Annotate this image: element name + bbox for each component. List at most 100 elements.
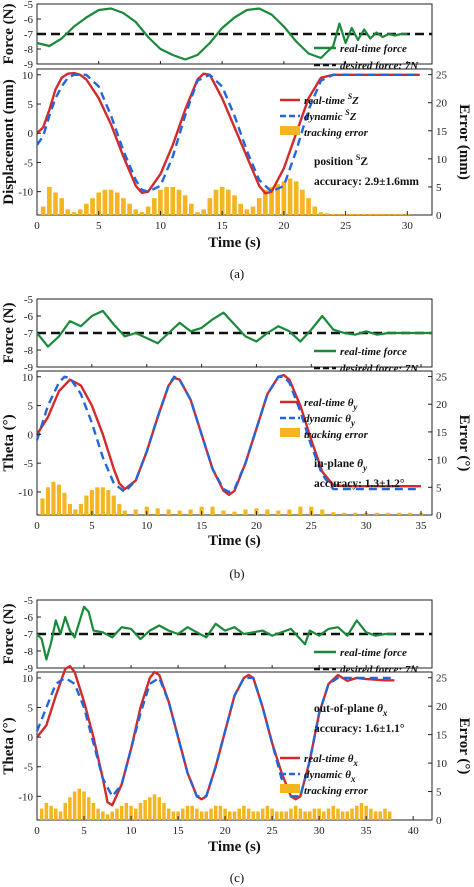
disp-ytick-label: 0 <box>28 732 34 744</box>
error-bar <box>322 811 326 820</box>
error-bar <box>263 189 268 215</box>
error-bar <box>270 808 274 820</box>
annotation-accuracy: accuracy: 1.6±1.1° <box>314 723 405 735</box>
disp-ytick-right-label: 0 <box>436 210 442 222</box>
annotation-title: position SZ <box>314 153 368 168</box>
error-bar <box>398 213 404 215</box>
legend-force-label: real-time force <box>340 647 407 659</box>
error-bar <box>336 808 340 820</box>
error-bar <box>117 503 122 515</box>
disp-xtick-label: 30 <box>314 825 326 837</box>
error-bar <box>364 805 368 820</box>
error-bar <box>67 503 72 515</box>
force-ytick-label: -6 <box>24 311 34 323</box>
disp-xtick-label: 0 <box>34 825 40 837</box>
error-bar <box>228 811 232 820</box>
error-bar <box>170 186 176 215</box>
legend-error-label: tracking error <box>304 429 369 441</box>
disp-xtick-label: 15 <box>173 825 185 837</box>
error-bar <box>331 512 336 515</box>
error-bar <box>256 811 260 820</box>
disp-ytick-label: -5 <box>24 458 34 470</box>
error-bar <box>350 808 354 820</box>
disp-ytick-right-label: 25 <box>436 673 448 685</box>
error-bar <box>138 802 143 820</box>
disp-xtick-label: 40 <box>408 825 420 837</box>
error-bar <box>373 811 378 820</box>
error-bar <box>78 503 83 515</box>
error-bar <box>164 186 169 215</box>
disp-ytick-right-label: 10 <box>436 154 448 166</box>
disp-ytick-label: 10 <box>22 673 34 685</box>
disp-ytick-right-label: 10 <box>436 758 448 770</box>
error-bar <box>111 495 116 515</box>
error-bar <box>397 512 402 515</box>
force-ytick-label: -8 <box>24 345 34 357</box>
error-bar <box>298 808 303 820</box>
error-bar <box>244 209 250 215</box>
error-bar <box>181 808 185 820</box>
error-bar <box>188 203 194 215</box>
error-bar <box>106 490 111 515</box>
disp-xtick-label: 5 <box>96 220 102 232</box>
error-bar <box>326 808 331 820</box>
force-ytick-label: -7 <box>24 629 34 641</box>
error-bar <box>195 212 200 215</box>
disp-ytick-label: 5 <box>28 703 34 715</box>
error-bar <box>237 808 241 820</box>
error-bar <box>45 487 51 515</box>
error-bar <box>367 213 373 215</box>
legend-error-label: tracking error <box>304 127 369 139</box>
error-bar <box>337 213 342 215</box>
error-bar <box>275 811 279 820</box>
dynamic-series-line <box>35 375 422 494</box>
error-bar <box>51 481 56 515</box>
error-bar <box>355 213 361 215</box>
error-bar <box>374 213 379 215</box>
error-bar <box>166 808 171 820</box>
error-bar <box>90 198 95 215</box>
error-bar <box>56 484 62 515</box>
error-bar <box>269 186 274 215</box>
error-bar <box>213 805 218 820</box>
error-bar <box>386 512 391 515</box>
error-bar <box>108 189 114 215</box>
error-bar <box>265 509 270 515</box>
error-bar <box>199 811 204 820</box>
disp-ytick-right-label: 15 <box>436 427 448 439</box>
disp-xtick-label: 20 <box>278 220 290 232</box>
error-bar <box>353 512 358 515</box>
error-bar <box>317 808 321 820</box>
disp-xtick-label: 35 <box>416 520 428 532</box>
error-bar <box>72 791 77 820</box>
legend-force-label: real-time force <box>340 43 407 55</box>
error-bar <box>91 802 96 820</box>
error-bar <box>279 811 284 820</box>
error-bar <box>303 811 307 820</box>
error-bar <box>105 814 110 820</box>
error-bar <box>158 189 163 215</box>
error-bar <box>349 213 355 215</box>
error-bar <box>54 808 58 820</box>
error-bar <box>102 189 108 215</box>
error-bar <box>375 512 380 515</box>
error-bar <box>114 192 120 215</box>
error-bar <box>300 189 305 215</box>
error-bar <box>293 805 298 820</box>
error-bar <box>276 510 281 515</box>
error-bar <box>342 512 347 515</box>
disp-ytick-right-label: 15 <box>436 126 448 138</box>
error-bar <box>210 506 215 515</box>
force-ytick-label: -7 <box>24 29 34 41</box>
error-bar <box>133 509 138 515</box>
force-ytick-label: -6 <box>24 14 34 26</box>
disp-ytick-right-label: 5 <box>436 787 442 799</box>
error-bar <box>407 512 413 515</box>
error-bar <box>207 198 213 215</box>
disp-ytick-right-label: 20 <box>436 98 448 110</box>
error-bar <box>226 189 231 215</box>
error-bar <box>185 805 190 820</box>
disp-ytick-label: 10 <box>22 70 34 82</box>
error-bar <box>387 811 392 820</box>
force-series-line <box>36 605 395 661</box>
